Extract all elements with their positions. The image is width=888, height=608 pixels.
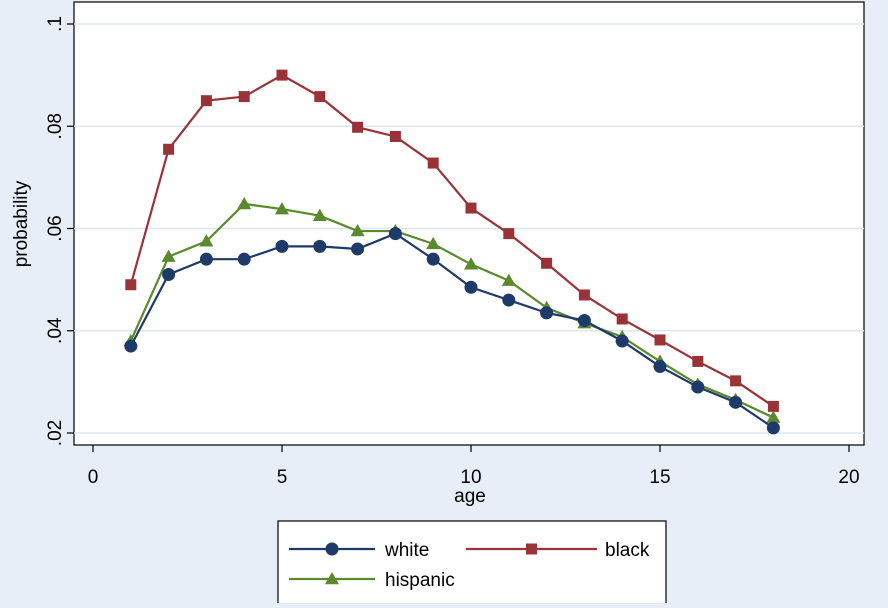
data-point-white <box>275 239 289 253</box>
data-point-hispanic <box>464 257 478 270</box>
legend-marker <box>325 572 339 585</box>
data-point-white <box>691 380 705 394</box>
data-point-white <box>540 306 554 320</box>
legend-label: white <box>384 540 429 561</box>
y-tick-label: .04 <box>45 317 66 344</box>
data-point-black <box>427 157 439 169</box>
legend-item-hispanic: hispanic <box>289 570 455 591</box>
data-point-black <box>541 257 553 269</box>
legend-marker <box>325 542 339 556</box>
x-axis-label: age <box>454 486 486 507</box>
data-point-black <box>125 279 137 291</box>
x-tick-label: 5 <box>277 467 288 488</box>
data-point-hispanic <box>161 249 176 262</box>
data-point-white <box>199 252 213 266</box>
y-axis-label: probability <box>11 180 32 267</box>
data-point-white <box>766 421 780 435</box>
x-tick-label: 10 <box>460 467 481 488</box>
data-point-white <box>729 395 743 409</box>
data-point-black <box>200 95 212 107</box>
data-point-white <box>502 293 516 307</box>
legend-marker <box>526 543 537 555</box>
axes: .02 .04 .06 .08 .1 0 5 10 15 20 <box>45 16 860 488</box>
data-point-white <box>426 252 440 266</box>
data-point-hispanic <box>766 410 781 423</box>
series-white <box>124 227 780 435</box>
data-point-black <box>578 289 590 301</box>
data-point-black <box>654 334 666 346</box>
y-tick-label: .08 <box>45 113 66 139</box>
data-point-hispanic <box>426 236 441 250</box>
data-point-black <box>503 228 515 240</box>
x-tick-label: 15 <box>649 467 670 488</box>
data-point-white <box>124 339 138 353</box>
data-point-white <box>237 252 251 266</box>
data-point-white <box>351 242 365 256</box>
data-point-black <box>314 91 326 103</box>
data-point-white <box>313 239 327 253</box>
data-point-black <box>352 121 364 133</box>
legend-item-white: white <box>289 540 429 561</box>
data-point-black <box>163 143 175 155</box>
data-point-black <box>238 91 250 103</box>
data-point-white <box>653 360 667 374</box>
data-point-black <box>692 355 704 367</box>
data-point-hispanic <box>199 234 214 247</box>
legend-item-black: black <box>466 540 650 561</box>
data-point-white <box>388 227 402 241</box>
data-point-black <box>276 69 288 81</box>
grid-lines <box>74 23 864 434</box>
legend-box <box>277 520 667 608</box>
data-point-hispanic <box>312 208 327 221</box>
data-point-hispanic <box>350 224 365 237</box>
data-point-black <box>616 313 628 325</box>
data-point-black <box>389 130 401 142</box>
x-tick-label: 0 <box>88 467 99 488</box>
data-point-white <box>577 314 591 328</box>
data-point-hispanic <box>275 202 289 215</box>
data-point-white <box>162 268 176 282</box>
legend: white black hispanic <box>277 520 667 608</box>
data-point-hispanic <box>501 273 516 286</box>
y-tick-label: .02 <box>45 420 66 446</box>
series-line-black <box>129 73 775 408</box>
legend-items: white black hispanic <box>289 540 650 591</box>
series-group <box>123 69 781 435</box>
plot-area <box>73 1 865 446</box>
legend-label: hispanic <box>385 570 455 591</box>
legend-label: black <box>605 540 650 561</box>
data-point-hispanic <box>237 196 252 210</box>
data-point-white <box>464 280 478 294</box>
y-tick-label: .06 <box>45 215 66 241</box>
data-point-black <box>730 375 742 387</box>
series-black <box>125 69 779 412</box>
x-tick-label: 20 <box>838 467 859 488</box>
data-point-black <box>465 202 477 214</box>
y-tick-label: .1 <box>45 16 66 32</box>
data-point-black <box>767 400 779 412</box>
data-point-white <box>615 334 629 348</box>
